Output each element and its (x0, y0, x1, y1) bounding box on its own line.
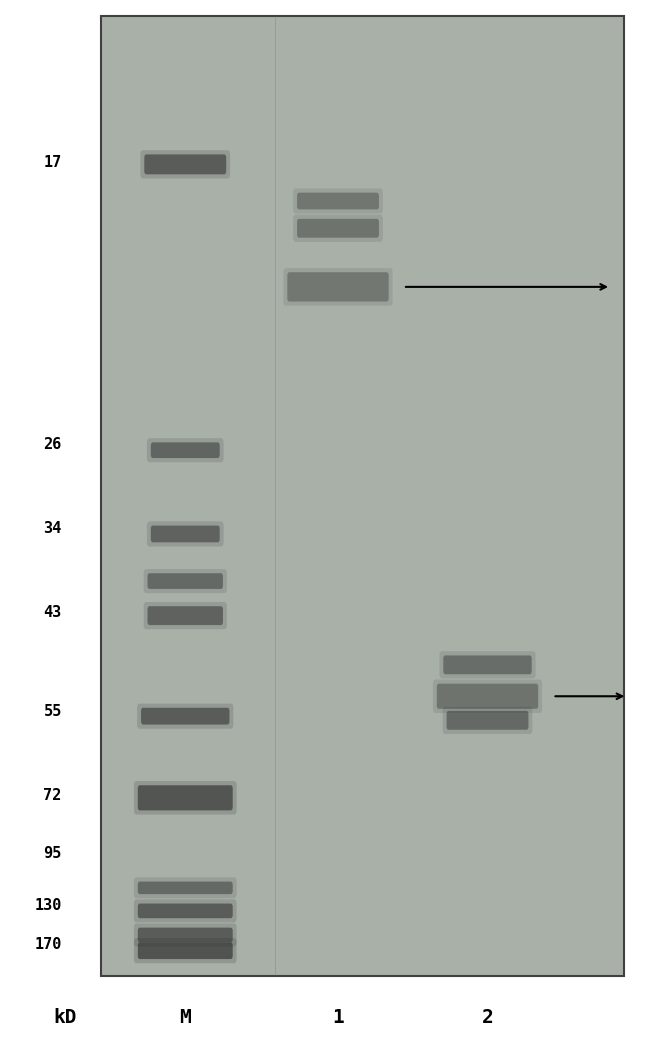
FancyBboxPatch shape (138, 928, 233, 942)
FancyBboxPatch shape (148, 574, 223, 588)
FancyBboxPatch shape (134, 938, 237, 963)
Text: 43: 43 (44, 605, 62, 620)
FancyBboxPatch shape (144, 155, 226, 175)
FancyBboxPatch shape (138, 904, 233, 918)
FancyBboxPatch shape (151, 526, 220, 542)
Bar (274, 16, 276, 976)
Bar (101, 16, 624, 976)
Text: 130: 130 (34, 898, 62, 913)
FancyBboxPatch shape (144, 602, 227, 629)
Text: 17: 17 (44, 155, 62, 170)
FancyBboxPatch shape (138, 942, 233, 959)
FancyBboxPatch shape (283, 268, 393, 306)
Text: 34: 34 (44, 521, 62, 536)
FancyBboxPatch shape (141, 708, 229, 725)
FancyBboxPatch shape (297, 193, 379, 209)
FancyBboxPatch shape (297, 219, 379, 238)
FancyBboxPatch shape (138, 785, 233, 810)
FancyBboxPatch shape (439, 651, 536, 678)
FancyBboxPatch shape (138, 882, 233, 894)
FancyBboxPatch shape (433, 680, 542, 713)
FancyBboxPatch shape (443, 655, 532, 674)
FancyBboxPatch shape (447, 711, 528, 730)
FancyBboxPatch shape (134, 781, 237, 815)
Text: 95: 95 (44, 846, 62, 861)
FancyBboxPatch shape (140, 150, 230, 179)
FancyBboxPatch shape (134, 877, 237, 898)
FancyBboxPatch shape (148, 606, 223, 625)
FancyBboxPatch shape (134, 899, 237, 922)
Text: M: M (179, 1008, 191, 1027)
Text: kD: kD (53, 1008, 77, 1027)
FancyBboxPatch shape (147, 521, 224, 547)
FancyBboxPatch shape (134, 923, 237, 946)
Text: 26: 26 (44, 438, 62, 452)
FancyBboxPatch shape (443, 707, 532, 734)
FancyBboxPatch shape (293, 215, 383, 242)
Text: 170: 170 (34, 937, 62, 952)
Text: 2: 2 (482, 1008, 493, 1027)
FancyBboxPatch shape (437, 684, 538, 709)
FancyBboxPatch shape (137, 704, 233, 729)
Text: 55: 55 (44, 705, 62, 719)
Text: 72: 72 (44, 788, 62, 803)
FancyBboxPatch shape (293, 188, 383, 214)
FancyBboxPatch shape (287, 272, 389, 302)
FancyBboxPatch shape (147, 438, 224, 463)
FancyBboxPatch shape (144, 570, 227, 593)
FancyBboxPatch shape (151, 442, 220, 459)
Text: 1: 1 (332, 1008, 344, 1027)
